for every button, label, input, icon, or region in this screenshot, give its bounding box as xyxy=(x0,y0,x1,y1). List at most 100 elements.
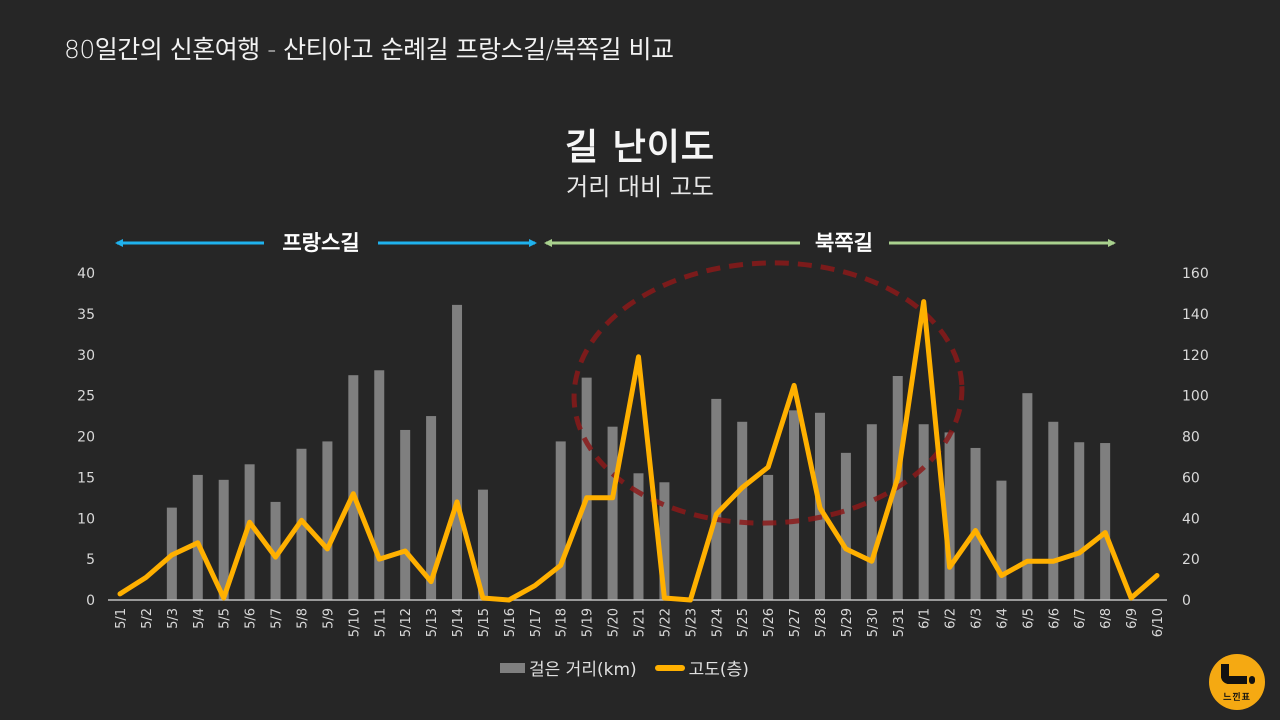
y-right-tick: 20 xyxy=(1182,552,1200,568)
distance-bar xyxy=(840,452,851,600)
y-right-tick: 120 xyxy=(1182,348,1209,364)
distance-bar xyxy=(581,377,592,600)
distance-bar xyxy=(633,473,644,600)
page-title: 80일간의 신혼여행 - 산티아고 순례길 프랑스길/북쪽길 비교 xyxy=(64,35,674,64)
distance-bar xyxy=(348,375,359,600)
legend-label-distance: 걸은 거리(km) xyxy=(529,660,637,680)
x-tick-label: 5/31 xyxy=(892,608,907,637)
x-tick-label: 6/5 xyxy=(1021,608,1036,629)
section-label-north: 북쪽길 xyxy=(815,231,873,255)
x-tick-label: 5/7 xyxy=(270,608,285,629)
x-tick-label: 6/7 xyxy=(1073,608,1088,629)
x-tick-label: 5/28 xyxy=(814,608,829,637)
x-tick-label: 5/11 xyxy=(373,608,388,637)
distance-bar xyxy=(192,474,203,600)
x-tick-label: 5/14 xyxy=(451,608,466,637)
x-tick-label: 6/3 xyxy=(970,608,985,629)
distance-bar xyxy=(1048,421,1059,600)
section-label-france: 프랑스길 xyxy=(282,231,359,255)
distance-bar xyxy=(477,489,488,600)
distance-bar xyxy=(737,421,748,600)
distance-bar xyxy=(555,441,566,600)
y-right-tick: 140 xyxy=(1182,307,1209,323)
x-tick-label: 5/16 xyxy=(503,608,518,637)
distance-bar xyxy=(659,482,670,600)
x-tick-label: 5/3 xyxy=(166,608,181,629)
x-tick-label: 5/29 xyxy=(840,608,855,637)
x-tick-label: 5/9 xyxy=(321,608,336,629)
y-axis-left: 0 5 10 15 20 25 30 35 40 xyxy=(77,266,95,609)
x-tick-label: 5/30 xyxy=(866,608,881,637)
x-tick-label: 5/19 xyxy=(581,608,596,637)
x-tick-label: 5/20 xyxy=(607,608,622,637)
distance-bar xyxy=(970,447,981,600)
distance-bar xyxy=(996,480,1007,600)
x-tick-label: 5/21 xyxy=(633,608,648,637)
x-tick-label: 5/25 xyxy=(736,608,751,637)
y-axis-right: 0 20 40 60 80 100 120 140 160 xyxy=(1182,266,1209,609)
logo-dot-icon xyxy=(1249,676,1255,684)
x-tick-label: 5/5 xyxy=(218,608,233,629)
bar-swatch-icon xyxy=(500,662,525,673)
x-tick-label: 5/17 xyxy=(529,608,544,637)
distance-bar xyxy=(322,441,333,600)
distance-bar xyxy=(607,426,618,600)
y-left-tick: 35 xyxy=(77,307,95,323)
elevation-line xyxy=(117,299,1160,603)
x-tick-label: 5/6 xyxy=(244,608,259,629)
y-left-tick: 5 xyxy=(86,552,95,568)
x-tick-label: 6/8 xyxy=(1099,608,1114,629)
chart-subtitle: 거리 대비 고도 xyxy=(566,173,714,201)
legend-item-elevation: 고도(층) xyxy=(654,655,749,680)
section-arrows: 프랑스길 북쪽길 xyxy=(115,231,1116,255)
y-right-tick: 160 xyxy=(1182,266,1209,282)
x-tick-label: 6/1 xyxy=(918,608,933,629)
distance-bar xyxy=(270,501,281,600)
x-tick-label: 6/2 xyxy=(944,608,959,629)
y-right-tick: 80 xyxy=(1182,430,1200,446)
distance-bar xyxy=(944,432,955,600)
chart-title: 길 난이도 xyxy=(564,127,715,168)
y-left-tick: 10 xyxy=(77,511,95,527)
y-left-tick: 25 xyxy=(77,389,95,405)
distance-bar xyxy=(452,304,463,600)
distance-bar xyxy=(789,410,800,600)
x-axis-labels: 5/1 5/2 5/3 5/4 5/5 5/6 5/7 5/8 5/9 5/10 5/11 5/12 5… xyxy=(114,608,1166,637)
y-right-tick: 60 xyxy=(1182,470,1200,486)
legend-label-elevation: 고도(층) xyxy=(688,660,749,680)
highlight-ellipse xyxy=(571,260,965,526)
x-tick-label: 5/18 xyxy=(555,608,570,637)
distance-bar xyxy=(1074,442,1085,600)
x-tick-label: 5/4 xyxy=(192,608,207,629)
x-tick-label: 5/10 xyxy=(347,608,362,637)
x-tick-label: 6/10 xyxy=(1151,608,1166,637)
distance-bar xyxy=(374,370,385,600)
x-tick-label: 6/4 xyxy=(995,608,1010,629)
logo-glyph-icon xyxy=(1221,664,1247,684)
x-tick-label: 6/6 xyxy=(1047,608,1062,629)
distance-bar xyxy=(1022,393,1033,600)
x-tick-label: 5/1 xyxy=(114,608,129,629)
brand-logo: 느낀표 xyxy=(1209,654,1265,710)
x-tick-label: 5/12 xyxy=(399,608,414,637)
x-tick-label: 5/2 xyxy=(140,608,155,629)
y-left-tick: 0 xyxy=(86,593,95,609)
distance-bar xyxy=(763,474,774,600)
line-swatch-icon xyxy=(654,664,685,671)
distance-bar xyxy=(1100,443,1111,600)
x-tick-label: 5/13 xyxy=(425,608,440,637)
distance-bar xyxy=(918,424,929,600)
x-tick-label: 5/8 xyxy=(295,608,310,629)
x-tick-label: 5/24 xyxy=(710,608,725,637)
distance-bar xyxy=(218,479,229,600)
x-tick-label: 5/15 xyxy=(477,608,492,637)
y-right-tick: 40 xyxy=(1182,511,1200,527)
logo-text: 느낀표 xyxy=(1223,693,1251,703)
y-left-tick: 15 xyxy=(77,470,95,486)
distance-bar xyxy=(711,398,722,600)
legend: 걸은 거리(km) 고도(층) xyxy=(500,655,749,680)
distance-bars xyxy=(166,304,1111,600)
distance-bar xyxy=(426,416,437,600)
x-tick-label: 5/26 xyxy=(762,608,777,637)
